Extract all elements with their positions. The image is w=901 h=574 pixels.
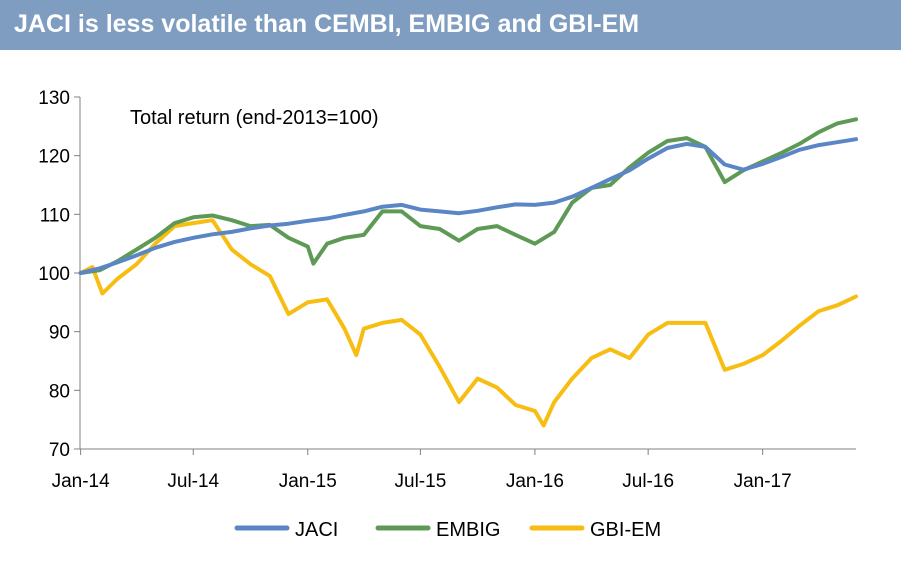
series-line-jaci xyxy=(78,137,858,275)
x-tick-label: Jan-14 xyxy=(52,471,111,492)
title-bar: JACI is less volatile than CEMBI, EMBIG … xyxy=(0,0,901,50)
y-tick-label: 110 xyxy=(40,205,70,226)
legend-label-embig: EMBIG xyxy=(436,519,500,541)
y-tick-label: 130 xyxy=(38,88,70,109)
legend-label-gbi-em: GBI-EM xyxy=(590,519,661,541)
line-chart: 70 80 90 100 110 120 130 Jan-14 Jul-14 Jan-15 Jul-… xyxy=(38,88,858,541)
y-tick-label: 80 xyxy=(49,381,70,402)
series-line-gbi-em xyxy=(78,218,858,428)
x-tick-label: Jan-16 xyxy=(506,471,564,492)
x-tick-label: Jan-17 xyxy=(734,471,792,492)
legend: JACI EMBIG GBI-EM xyxy=(234,519,661,541)
legend-label-jaci: JACI xyxy=(295,519,338,541)
chart-title: JACI is less volatile than CEMBI, EMBIG … xyxy=(14,10,640,38)
y-tick-label: 90 xyxy=(49,323,70,344)
y-tick-label: 70 xyxy=(49,440,70,461)
x-tick-label: Jan-15 xyxy=(279,471,337,492)
x-tick-label: Jul-14 xyxy=(167,471,219,492)
axes: 70 80 90 100 110 120 130 Jan-14 Jul-14 Jan-15 Jul-… xyxy=(38,88,856,492)
y-tick-label: 100 xyxy=(38,264,70,285)
series-lines xyxy=(78,117,858,428)
x-tick-label: Jul-16 xyxy=(622,471,674,492)
series-line-embig xyxy=(78,117,858,275)
y-tick-label: 120 xyxy=(38,147,70,168)
x-tick-label: Jul-15 xyxy=(395,471,447,492)
chart-annotation: Total return (end-2013=100) xyxy=(130,107,379,129)
